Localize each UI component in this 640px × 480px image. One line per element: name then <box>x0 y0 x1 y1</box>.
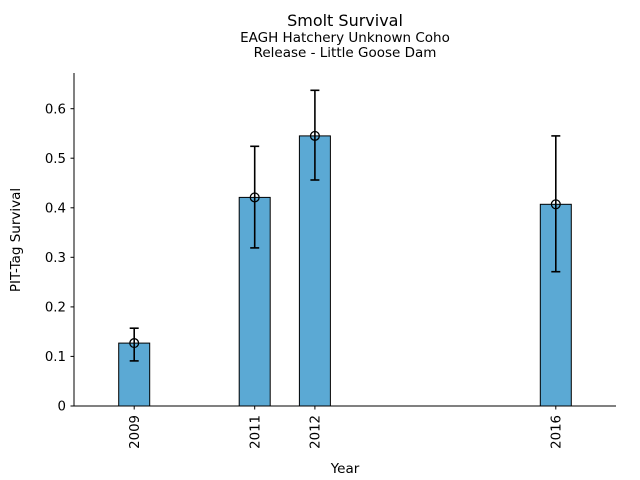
x-tick-label: 2016 <box>549 415 564 449</box>
y-tick-label: 0.3 <box>45 251 66 266</box>
y-tick-label: 0.5 <box>45 152 66 167</box>
data-point-marker <box>309 130 320 141</box>
data-point-marker <box>129 338 140 349</box>
data-point-marker <box>249 192 260 203</box>
chart-header: Smolt Survival EAGH Hatchery Unknown Coh… <box>74 11 616 60</box>
x-tick-label: 2011 <box>248 415 263 449</box>
y-tick-label: 0 <box>58 400 66 415</box>
y-tick-label: 0.6 <box>45 102 66 117</box>
y-tick-label: 0.2 <box>45 301 66 316</box>
chart-subtitle-line-2: Release - Little Goose Dam <box>253 44 437 61</box>
chart-subtitle-line-1: EAGH Hatchery Unknown Coho <box>240 30 450 46</box>
x-tick-label: 2009 <box>128 415 143 449</box>
x-tick-label: 2012 <box>309 415 324 449</box>
y-tick-label: 0.4 <box>45 201 66 216</box>
y-axis-title: PIT-Tag Survival <box>8 188 24 292</box>
y-tick-label: 0.1 <box>45 350 66 365</box>
data-point-marker <box>550 199 561 210</box>
chart-title: Smolt Survival <box>287 11 403 30</box>
x-axis-title: Year <box>330 461 360 477</box>
